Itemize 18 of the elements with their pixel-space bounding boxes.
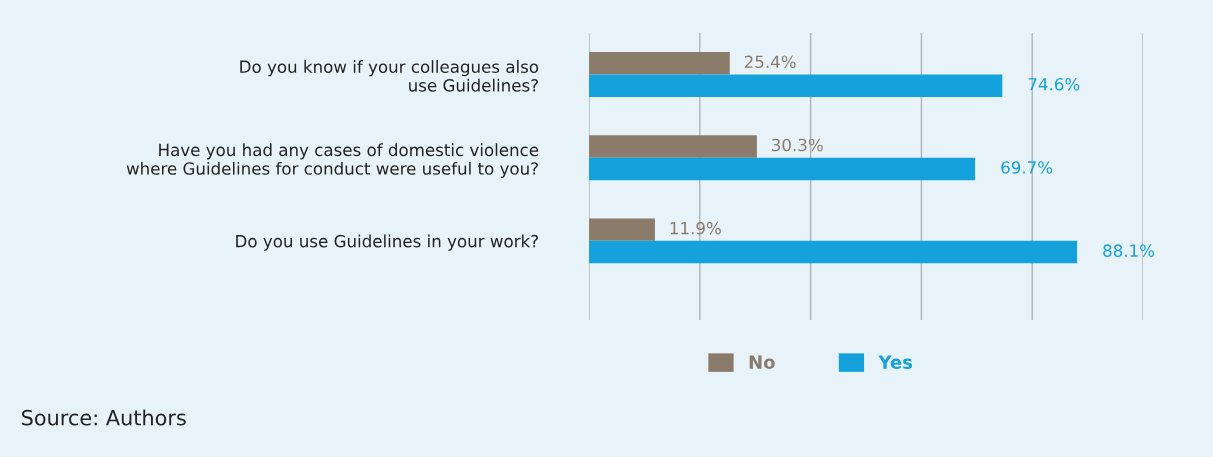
data-label: 74.6% xyxy=(1028,77,1080,91)
data-label: 69.7% xyxy=(1001,161,1053,174)
source-note: Source: Authors xyxy=(21,409,186,426)
bar xyxy=(589,157,976,181)
bar xyxy=(589,74,1003,97)
legend-label: Yes xyxy=(878,355,913,369)
legend-label: No xyxy=(749,355,775,369)
data-label: 30.3% xyxy=(772,138,823,152)
bar xyxy=(589,52,730,75)
data-label: 88.1% xyxy=(1103,244,1155,257)
bar xyxy=(589,218,655,241)
data-label: 11.9% xyxy=(670,221,721,235)
data-label: 25.4% xyxy=(744,55,796,69)
y-tick-label: Do you know if your colleagues also use Guidelines? xyxy=(240,60,539,92)
y-tick-label: Have you had any cases of domestic violence where Guidelines for conduct were useful to you? xyxy=(126,143,539,179)
bar xyxy=(589,135,757,158)
y-tick-label: Do you use Guidelines in your work? xyxy=(236,234,538,251)
bar xyxy=(589,240,1078,264)
